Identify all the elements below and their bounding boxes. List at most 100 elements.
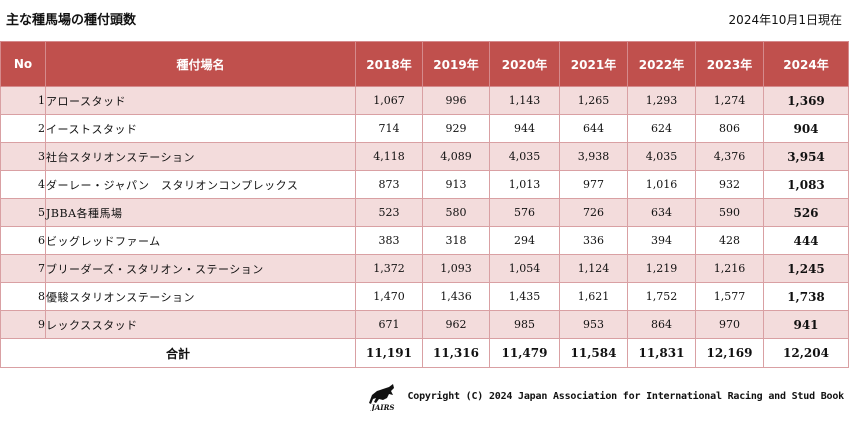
row-number: 3 [0,142,46,171]
count-cell: 962 [422,310,490,339]
count-cell: 932 [695,170,764,199]
stud-name: アロースタッド [45,86,356,115]
count-cell: 4,035 [627,142,696,171]
table-row: 9 レックススタッド 671 962 985 953 864 970 941 [0,310,849,339]
count-cell: 1,369 [763,86,849,115]
header-year: 2023年 [695,41,764,87]
row-number: 8 [0,282,46,311]
total-cell: 12,169 [695,338,764,368]
count-cell: 523 [355,198,423,227]
header-year: 2018年 [355,41,423,87]
table-row: 8 優駿スタリオンステーション 1,470 1,436 1,435 1,621 1,752 1… [0,282,849,311]
count-cell: 929 [422,114,490,143]
table-row: 4 ダーレー・ジャパン スタリオンコンプレックス 873 913 1,013 977 1,0… [0,170,849,199]
count-cell: 1,143 [489,86,560,115]
count-cell: 428 [695,226,764,255]
row-number: 7 [0,254,46,283]
count-cell: 336 [559,226,628,255]
count-cell: 3,938 [559,142,628,171]
stud-name: 優駿スタリオンステーション [45,282,356,311]
count-cell: 1,265 [559,86,628,115]
count-cell: 4,118 [355,142,423,171]
header-year: 2019年 [422,41,490,87]
count-cell: 996 [422,86,490,115]
total-cell: 11,479 [489,338,560,368]
table-row: 3 社台スタリオンステーション 4,118 4,089 4,035 3,938 4,035 4… [0,142,849,171]
count-cell: 873 [355,170,423,199]
count-cell: 1,621 [559,282,628,311]
count-cell: 1,738 [763,282,849,311]
count-cell: 913 [422,170,490,199]
as-of-date: 2024年10月1日現在 [728,13,842,27]
count-cell: 4,089 [422,142,490,171]
copyright-text: Copyright (C) 2024 Japan Association for… [407,390,844,402]
header-year: 2020年 [489,41,560,87]
count-cell: 904 [763,114,849,143]
count-cell: 1,093 [422,254,490,283]
count-cell: 1,245 [763,254,849,283]
count-cell: 977 [559,170,628,199]
count-cell: 4,035 [489,142,560,171]
header-year: 2022年 [627,41,696,87]
count-cell: 4,376 [695,142,764,171]
stud-name: ブリーダーズ・スタリオン・ステーション [45,254,356,283]
count-cell: 1,577 [695,282,764,311]
header-row: No 種付場名 2018年 2019年 2020年 2021年 2022年 20… [0,41,849,87]
total-cell: 11,584 [559,338,628,368]
table-row: 7 ブリーダーズ・スタリオン・ステーション 1,372 1,093 1,054 1,124… [0,254,849,283]
count-cell: 1,216 [695,254,764,283]
count-cell: 1,436 [422,282,490,311]
header-no: No [0,41,46,87]
total-cell: 11,316 [422,338,490,368]
row-number: 1 [0,86,46,115]
count-cell: 941 [763,310,849,339]
table-row: 5 JBBA各種馬場 523 580 576 726 634 590 526 [0,198,849,227]
footer: JAIRS Copyright (C) 2024 Japan Associati… [363,381,844,411]
count-cell: 624 [627,114,696,143]
count-cell: 944 [489,114,560,143]
count-cell: 1,293 [627,86,696,115]
total-label: 合計 [0,338,356,368]
count-cell: 294 [489,226,560,255]
stud-name: ダーレー・ジャパン スタリオンコンプレックス [45,170,356,199]
count-cell: 644 [559,114,628,143]
table-body: 1 アロースタッド 1,067 996 1,143 1,265 1,293 1,274 1,36… [0,86,849,339]
count-cell: 985 [489,310,560,339]
count-cell: 526 [763,198,849,227]
count-cell: 1,470 [355,282,423,311]
count-cell: 1,083 [763,170,849,199]
page-title: 主な種馬場の種付頭数 [6,13,137,28]
count-cell: 634 [627,198,696,227]
table-row: 2 イーストスタッド 714 929 944 644 624 806 904 [0,114,849,143]
count-cell: 806 [695,114,764,143]
count-cell: 1,124 [559,254,628,283]
jairs-horse-logo-icon: JAIRS [369,384,395,411]
count-cell: 1,219 [627,254,696,283]
total-cell: 11,191 [355,338,423,368]
count-cell: 383 [355,226,423,255]
table-row: 1 アロースタッド 1,067 996 1,143 1,265 1,293 1,274 1,36… [0,86,849,115]
row-number: 6 [0,226,46,255]
header-year: 2021年 [559,41,628,87]
total-cell: 12,204 [763,338,849,368]
stud-name: レックススタッド [45,310,356,339]
count-cell: 444 [763,226,849,255]
total-cell: 11,831 [627,338,696,368]
stud-name: イーストスタッド [45,114,356,143]
stud-name: ビッグレッドファーム [45,226,356,255]
count-cell: 1,435 [489,282,560,311]
table-row: 6 ビッグレッドファーム 383 318 294 336 394 428 444 [0,226,849,255]
count-cell: 394 [627,226,696,255]
count-cell: 1,752 [627,282,696,311]
count-cell: 1,067 [355,86,423,115]
count-cell: 590 [695,198,764,227]
stud-name: 社台スタリオンステーション [45,142,356,171]
stud-name: JBBA各種馬場 [45,198,356,227]
count-cell: 1,274 [695,86,764,115]
count-cell: 1,013 [489,170,560,199]
count-cell: 1,016 [627,170,696,199]
count-cell: 3,954 [763,142,849,171]
count-cell: 318 [422,226,490,255]
count-cell: 1,054 [489,254,560,283]
header-name: 種付場名 [45,41,356,87]
